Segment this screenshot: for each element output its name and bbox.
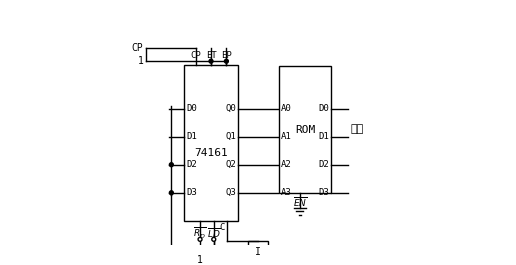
Text: A2: A2 [281, 160, 292, 169]
Text: A3: A3 [281, 188, 292, 197]
Text: CP: CP [132, 43, 143, 53]
Text: C: C [220, 223, 225, 232]
Text: Q1: Q1 [225, 132, 236, 141]
Text: 1: 1 [137, 56, 143, 66]
Circle shape [224, 59, 229, 63]
Text: D3: D3 [186, 188, 197, 197]
Text: D1: D1 [318, 132, 329, 141]
Text: D1: D1 [186, 132, 197, 141]
Text: A0: A0 [281, 104, 292, 113]
Text: D0: D0 [186, 104, 197, 113]
Bar [248, 241, 268, 263]
Circle shape [169, 191, 173, 195]
Text: Q0: Q0 [225, 104, 236, 113]
Circle shape [256, 263, 260, 265]
Text: 输出: 输出 [351, 124, 364, 134]
Text: ET: ET [206, 51, 216, 60]
Circle shape [169, 163, 173, 167]
Bar [184, 65, 238, 221]
Text: D2: D2 [186, 160, 197, 169]
Text: D2: D2 [318, 160, 329, 169]
Text: CP: CP [190, 51, 201, 60]
Text: $\overline{LD}$: $\overline{LD}$ [207, 226, 221, 240]
Circle shape [198, 237, 202, 241]
Text: D0: D0 [318, 104, 329, 113]
Bar [279, 66, 331, 193]
Text: $\overline{R_D}$: $\overline{R_D}$ [194, 226, 207, 241]
Text: Q3: Q3 [225, 188, 236, 197]
Circle shape [209, 59, 213, 63]
Circle shape [212, 237, 216, 241]
Text: 74161: 74161 [194, 148, 228, 158]
Text: EP: EP [221, 51, 232, 60]
Text: I: I [255, 246, 261, 257]
Text: 1: 1 [197, 255, 203, 265]
Text: D3: D3 [318, 188, 329, 197]
Text: Q2: Q2 [225, 160, 236, 169]
Text: $\overline{EN}$: $\overline{EN}$ [293, 195, 307, 209]
Text: A1: A1 [281, 132, 292, 141]
Text: ROM: ROM [295, 125, 315, 135]
